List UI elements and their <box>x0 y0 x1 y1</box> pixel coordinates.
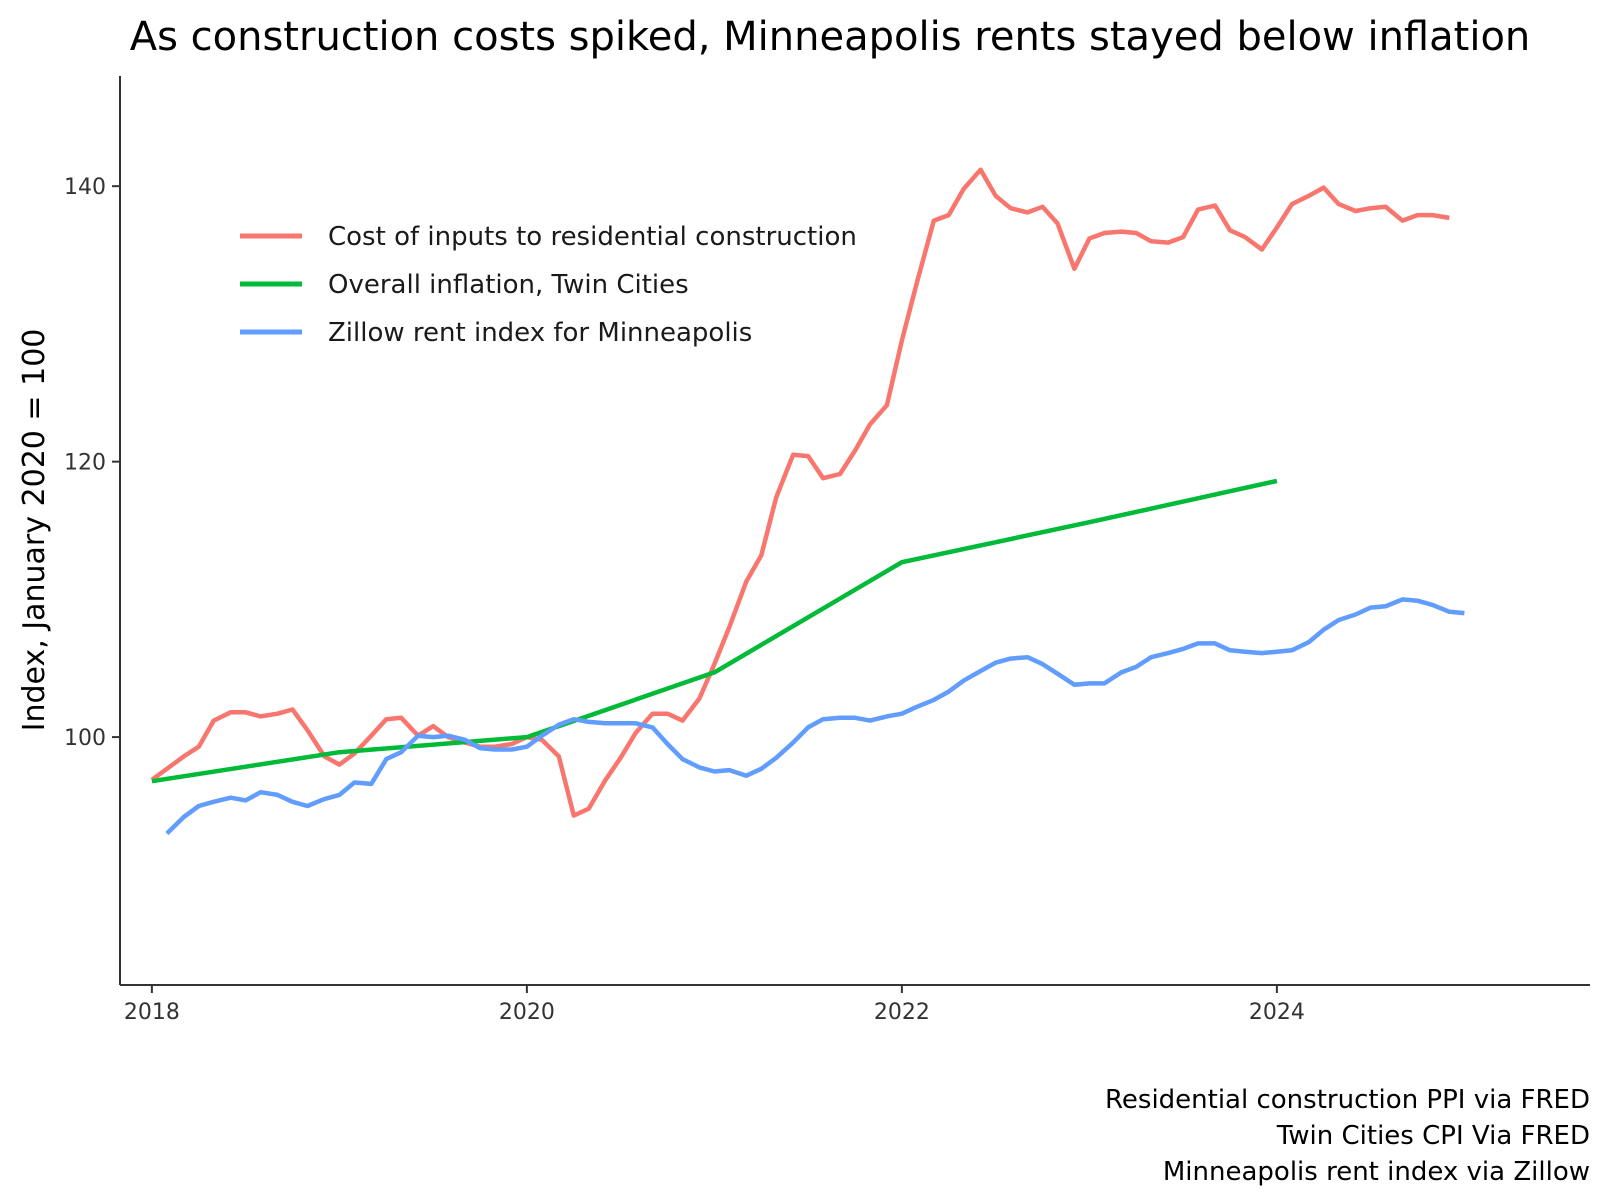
y-tick-label: 140 <box>64 175 106 200</box>
legend-label-1: Cost of inputs to residential constructi… <box>328 222 857 252</box>
series-line-1 <box>150 167 1450 818</box>
legend-label-3: Zillow rent index for Minneapolis <box>328 318 752 348</box>
y-tick-label: 120 <box>64 451 106 476</box>
y-ticks: 100 120 140 <box>64 175 120 751</box>
y-tick-label: 100 <box>64 726 106 751</box>
x-tick-label: 2020 <box>499 1000 555 1025</box>
series-line-3 <box>165 597 1465 836</box>
caption-line-3: Minneapolis rent index via Zillow <box>1163 1157 1590 1187</box>
caption-line-2: Twin Cities CPI Via FRED <box>1276 1121 1590 1151</box>
x-tick-label: 2018 <box>124 1000 180 1025</box>
chart-title: As construction costs spiked, Minneapoli… <box>130 14 1531 60</box>
y-axis-title: Index, January 2020 = 100 <box>17 329 52 732</box>
x-tick-label: 2022 <box>874 1000 930 1025</box>
x-ticks: 2018 2020 2022 2024 <box>124 985 1305 1025</box>
plot-area: 100 120 140 2018 2020 2022 2024 <box>64 76 1590 1025</box>
series-lines <box>150 167 1465 836</box>
legend: Cost of inputs to residential constructi… <box>240 222 857 348</box>
x-tick-label: 2024 <box>1249 1000 1305 1025</box>
series-line-2 <box>151 478 1278 784</box>
legend-label-2: Overall inflation, Twin Cities <box>328 270 689 300</box>
caption: Residential construction PPI via FRED Tw… <box>1105 1085 1590 1187</box>
caption-line-1: Residential construction PPI via FRED <box>1105 1085 1590 1115</box>
